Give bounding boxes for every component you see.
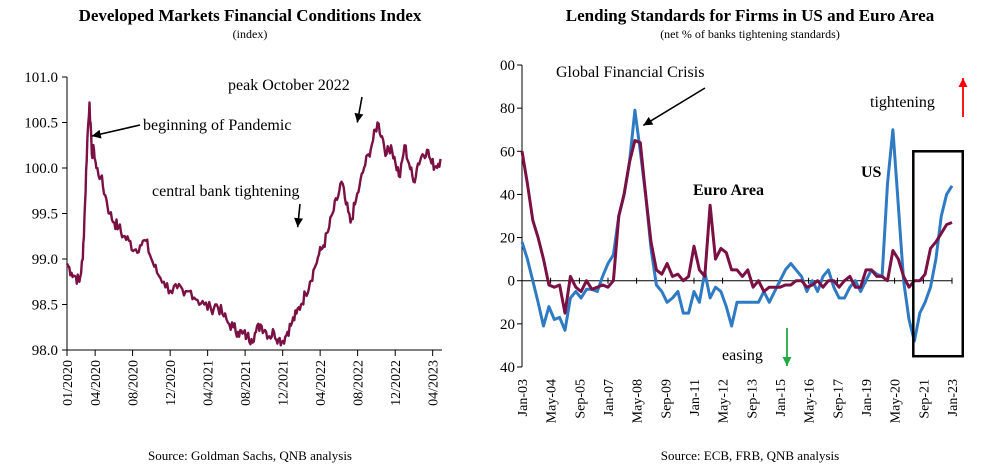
- fci-y-tick-label: 98.5: [32, 298, 58, 314]
- lending-x-tick-label: Jan-07: [602, 379, 617, 416]
- fci-x-tick-label: 04/2023: [427, 360, 442, 406]
- fci-x-tick-label: 12/2021: [277, 360, 292, 406]
- lending-chart-source: Source: ECB, FRB, QNB analysis: [660, 448, 840, 463]
- fci-x-tick-label: 08/2020: [127, 360, 142, 406]
- fci-pandemic-arrow-head: [91, 129, 102, 139]
- fci-y-tick-label: 99.0: [32, 252, 58, 268]
- fci-series-line: [65, 101, 442, 347]
- fci-x-tick-label: 04/2021: [202, 360, 217, 406]
- lending-x-tick-label: May-12: [717, 379, 732, 423]
- lending-label-us: US: [861, 164, 882, 181]
- fci-y-tick-label: 99.5: [32, 207, 58, 223]
- lending-x-tick-label: May-04: [545, 379, 560, 423]
- lending-x-tick-label: Jan-23: [946, 379, 961, 416]
- lending-x-tick-label: Sep-13: [745, 379, 760, 419]
- lending-y-tick-label: 80: [500, 101, 515, 117]
- lending-annotation-easing: easing: [722, 347, 763, 364]
- lending-y-tick-label: 0: [508, 274, 516, 290]
- lending-x-tick-label: May-08: [631, 379, 646, 423]
- lending-y-tick-label: 60: [500, 144, 515, 160]
- fci-x-tick-label: 04/2022: [314, 360, 329, 406]
- fci-x-tick-label: 12/2020: [164, 360, 179, 406]
- fci-chart-title: Developed Markets Financial Conditions I…: [78, 6, 422, 25]
- fci-y-tick-label: 101.0: [24, 70, 58, 86]
- fci-annotation-pandemic: beginning of Pandemic: [143, 117, 291, 134]
- lending-label-euro-area: Euro Area: [693, 182, 764, 199]
- lending-gfc-arrow-shaft: [642, 87, 706, 127]
- lending-x-tick-label: Sep-17: [831, 379, 846, 419]
- lending-chart-subtitle: (net % of banks tightening standards): [660, 27, 840, 41]
- lending-chart-panel: Lending Standards for Firms in US and Eu…: [500, 0, 1000, 474]
- lending-x-tick-label: Jan-19: [860, 379, 875, 416]
- fci-x-tick-label: 12/2022: [389, 360, 404, 406]
- lending-y-tick-label: -20: [500, 317, 515, 333]
- lending-y-tick-label: 100: [500, 58, 515, 74]
- lending-x-tick-label: May-20: [889, 379, 904, 423]
- lending-euro-area-line: [520, 139, 953, 315]
- fci-x-tick-label: 08/2021: [239, 360, 254, 406]
- fci-x-tick-label: 04/2020: [89, 360, 104, 406]
- fci-x-tick-label: 08/2022: [352, 360, 367, 406]
- lending-y-tick-label: 40: [500, 187, 515, 203]
- lending-x-tick-label: Jan-11: [688, 379, 703, 416]
- fci-x-tick-label: 01/2020: [61, 360, 76, 406]
- lending-highlight-box: [912, 150, 964, 358]
- lending-us-line: [520, 108, 954, 343]
- fci-chart-source: Source: Goldman Sachs, QNB analysis: [147, 448, 352, 463]
- lending-x-tick-label: Sep-09: [659, 379, 674, 419]
- lending-x-tick-label: Sep-21: [917, 379, 932, 419]
- lending-x-tick-label: Sep-05: [573, 379, 588, 419]
- fci-annotation-tightening: central bank tightening: [152, 183, 300, 200]
- lending-tightening-arrow-head: [958, 78, 968, 87]
- fci-annotation-peak: peak October 2022: [228, 77, 350, 94]
- lending-easing-arrow-head: [782, 357, 792, 366]
- lending-x-tick-label: May-16: [803, 379, 818, 423]
- fci-y-tick-label: 100.0: [24, 161, 58, 177]
- lending-chart-title: Lending Standards for Firms in US and Eu…: [565, 6, 935, 25]
- fci-y-tick-label: 98.0: [32, 343, 58, 359]
- lending-gfc-arrow-head: [643, 116, 654, 126]
- fci-y-tick-label: 100.5: [24, 116, 58, 132]
- fci-chart-subtitle: (index): [232, 27, 268, 41]
- lending-x-tick-label: Jan-03: [516, 379, 531, 416]
- lending-annotation-tightening: tightening: [870, 94, 935, 111]
- lending-x-tick-label: Jan-15: [774, 379, 789, 416]
- fci-tightening-arrow-head: [294, 217, 304, 228]
- lending-annotation-gfc: Global Financial Crisis: [556, 64, 704, 81]
- fci-chart-plot: 98.0 98.5 99.0 99.5 100.0 100.5 101.0 01/2020 04…: [24, 70, 442, 406]
- fci-chart-panel: Developed Markets Financial Conditions I…: [24, 6, 442, 463]
- fci-peak-arrow-head: [354, 112, 364, 123]
- lending-y-tick-label: -40: [500, 360, 515, 376]
- lending-y-tick-label: 20: [500, 231, 515, 247]
- lending-chart-plot: -40 -20 0 20 40 60 80 100 Jan-03 May-04 Sep-05 Jan-…: [500, 58, 968, 423]
